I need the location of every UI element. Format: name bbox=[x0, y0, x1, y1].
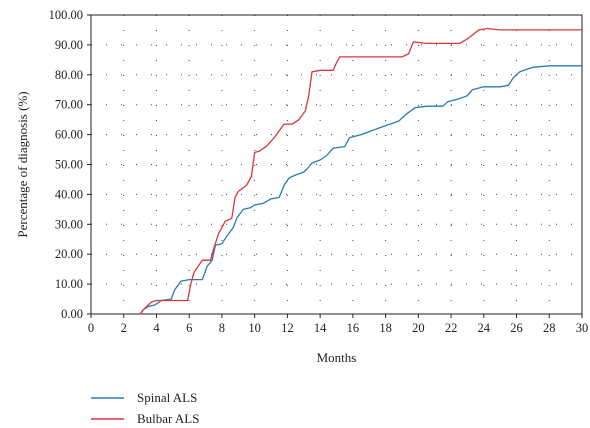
legend: Spinal ALS Bulbar ALS bbox=[91, 390, 199, 426]
x-tick-label: 10 bbox=[248, 321, 261, 335]
x-tick-label: 30 bbox=[576, 321, 589, 335]
y-tick-label: 90.00 bbox=[55, 38, 83, 52]
grid-lines bbox=[91, 15, 582, 314]
y-tick-label: 80.00 bbox=[55, 68, 83, 82]
x-axis-ticks: 0 2 4 6 8 10 12 14 16 18 20 22 24 26 28 30 bbox=[88, 314, 588, 335]
y-tick-label: 100.00 bbox=[49, 8, 83, 22]
legend-label-spinal-als: Spinal ALS bbox=[137, 390, 197, 405]
plot-area-frame bbox=[90, 14, 583, 315]
x-tick-label: 4 bbox=[153, 321, 160, 335]
x-tick-label: 6 bbox=[186, 321, 192, 335]
x-tick-label: 26 bbox=[510, 321, 523, 335]
x-tick-label: 20 bbox=[412, 321, 425, 335]
y-tick-label: 50.00 bbox=[55, 158, 83, 172]
y-tick-label: 70.00 bbox=[55, 98, 83, 112]
y-axis-ticks: 0.00 10.00 20.00 30.00 40.00 50.00 60.00 70.00 8… bbox=[49, 8, 91, 321]
y-tick-label: 10.00 bbox=[55, 277, 83, 291]
x-tick-label: 0 bbox=[88, 321, 94, 335]
series-line-spinal-als bbox=[139, 65, 582, 315]
legend-label-bulbar-als: Bulbar ALS bbox=[137, 411, 199, 426]
x-tick-label: 12 bbox=[281, 321, 294, 335]
y-tick-label: 20.00 bbox=[55, 247, 83, 261]
x-tick-label: 2 bbox=[121, 321, 127, 335]
y-tick-label: 0.00 bbox=[61, 307, 83, 321]
x-tick-label: 24 bbox=[478, 321, 491, 335]
x-tick-label: 16 bbox=[347, 321, 360, 335]
x-axis-title: Months bbox=[317, 350, 357, 365]
series-line-bulbar-als bbox=[139, 27, 582, 315]
y-tick-label: 30.00 bbox=[55, 217, 83, 231]
x-tick-label: 28 bbox=[543, 321, 556, 335]
x-tick-label: 18 bbox=[379, 321, 392, 335]
y-tick-label: 40.00 bbox=[55, 187, 83, 201]
y-tick-label: 60.00 bbox=[55, 128, 83, 142]
x-tick-label: 14 bbox=[314, 321, 327, 335]
series-lines bbox=[139, 27, 582, 315]
y-axis-title: Percentage of diagnosis (%) bbox=[15, 91, 30, 237]
x-tick-label: 8 bbox=[219, 321, 225, 335]
x-tick-label: 22 bbox=[445, 321, 458, 335]
